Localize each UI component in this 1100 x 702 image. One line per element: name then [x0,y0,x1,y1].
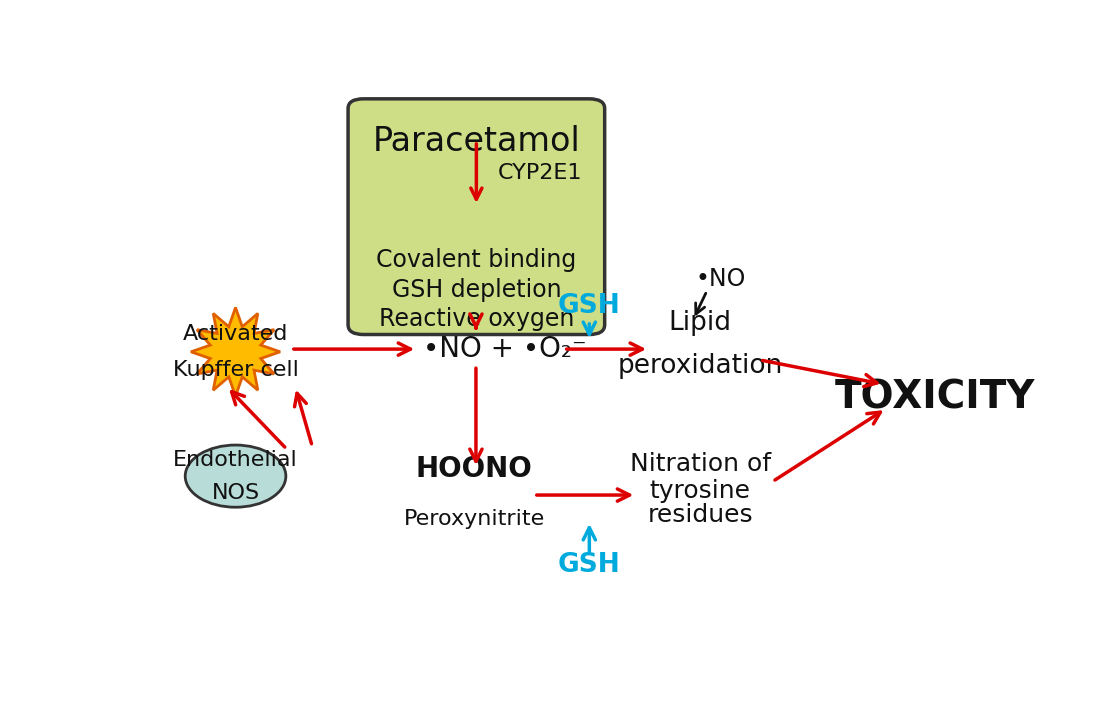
Text: Covalent binding: Covalent binding [376,248,576,272]
Text: peroxidation: peroxidation [617,353,783,379]
Text: Paracetamol: Paracetamol [373,125,580,158]
Text: Kupffer cell: Kupffer cell [173,360,298,380]
Text: GSH: GSH [558,293,620,319]
Text: Endothelial: Endothelial [173,450,298,470]
Text: Reactive oxygen: Reactive oxygen [378,307,574,331]
Text: NOS: NOS [211,482,260,503]
Text: CYP2E1: CYP2E1 [497,164,582,183]
Text: •NO: •NO [696,267,746,291]
Text: TOXICITY: TOXICITY [835,379,1035,417]
Ellipse shape [185,445,286,508]
Text: Peroxynitrite: Peroxynitrite [404,508,544,529]
Polygon shape [191,307,280,396]
Text: GSH: GSH [558,552,620,578]
Text: Activated: Activated [183,324,288,344]
Text: HOONO: HOONO [416,455,532,482]
Text: Nitration of: Nitration of [629,452,771,476]
FancyBboxPatch shape [348,99,605,335]
Text: •NO + •O₂⁻: •NO + •O₂⁻ [424,335,586,363]
Text: tyrosine: tyrosine [650,479,750,503]
Text: Lipid: Lipid [669,310,732,336]
Text: GSH depletion: GSH depletion [392,278,561,302]
Text: residues: residues [647,503,754,527]
